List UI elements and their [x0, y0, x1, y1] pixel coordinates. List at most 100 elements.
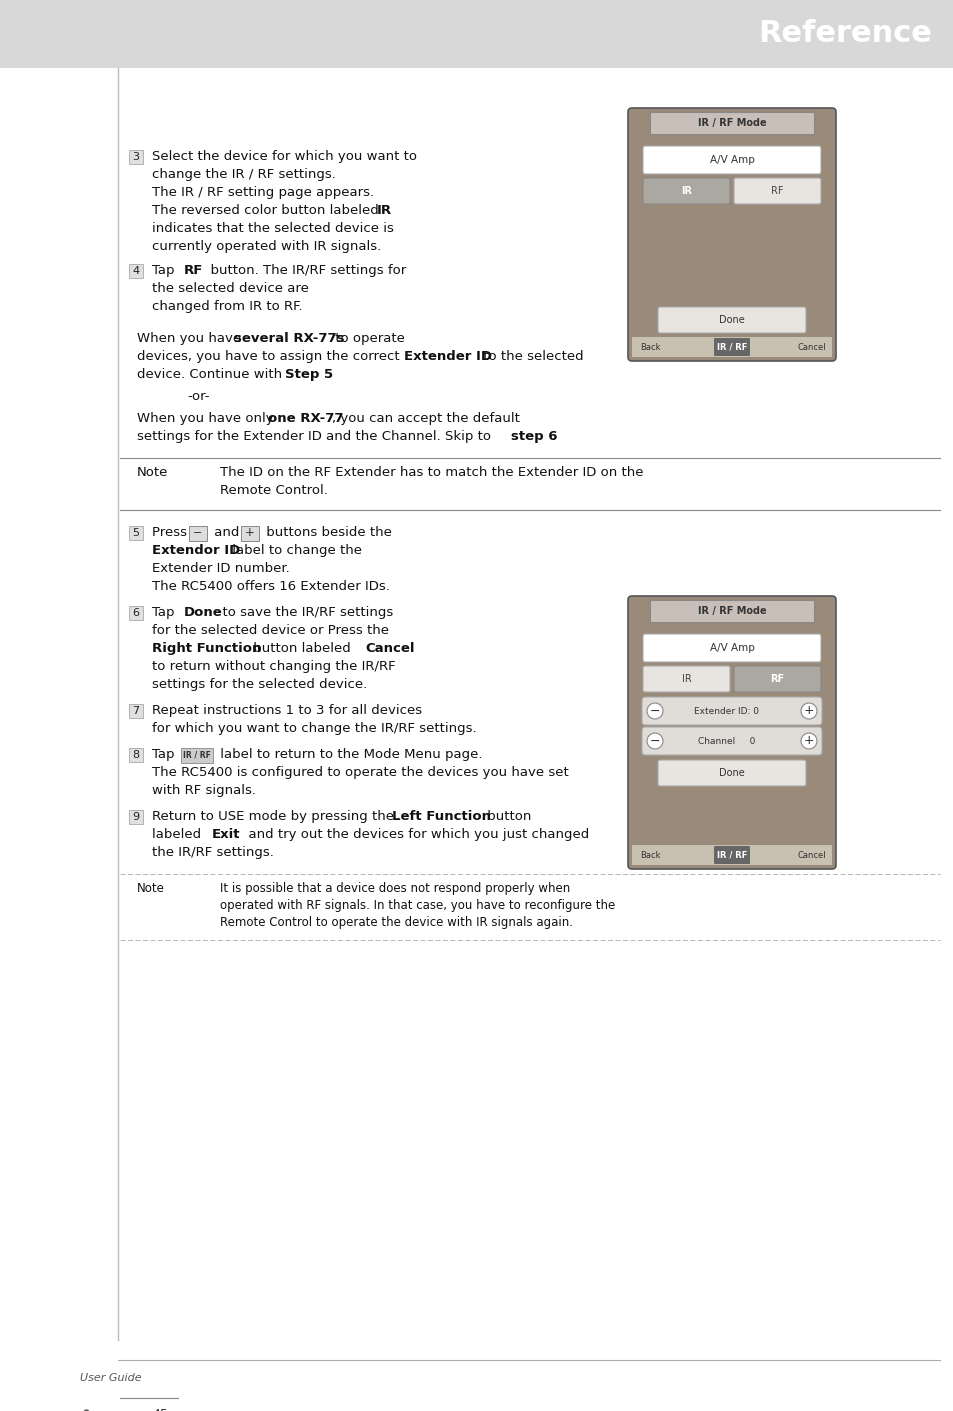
Text: Extender ID: 0: Extender ID: 0	[694, 707, 759, 715]
FancyBboxPatch shape	[658, 761, 805, 786]
Text: Remote Control to operate the device with IR signals again.: Remote Control to operate the device wit…	[220, 916, 573, 928]
Text: label to return to the Mode Menu page.: label to return to the Mode Menu page.	[215, 748, 482, 761]
Text: 6: 6	[132, 608, 139, 618]
Text: device. Continue with: device. Continue with	[137, 368, 286, 381]
Text: 8: 8	[132, 751, 139, 761]
FancyBboxPatch shape	[181, 748, 213, 763]
Text: When you have: When you have	[137, 332, 245, 346]
Bar	[649, 111, 813, 134]
Text: the selected device are: the selected device are	[152, 282, 309, 295]
Bar	[129, 150, 143, 164]
Text: Cancel: Cancel	[797, 851, 825, 859]
Bar	[631, 845, 831, 865]
FancyBboxPatch shape	[713, 847, 749, 864]
Text: devices, you have to assign the correct: devices, you have to assign the correct	[137, 350, 403, 363]
Text: several RX-77s: several RX-77s	[233, 332, 344, 346]
Text: Extender ID: Extender ID	[403, 350, 492, 363]
Circle shape	[801, 703, 816, 720]
Text: −: −	[649, 735, 659, 748]
FancyBboxPatch shape	[713, 339, 749, 356]
Text: −: −	[649, 704, 659, 718]
Text: indicates that the selected device is: indicates that the selected device is	[152, 222, 394, 236]
Text: The IR / RF setting page appears.: The IR / RF setting page appears.	[152, 186, 374, 199]
Text: button labeled: button labeled	[249, 642, 359, 655]
Text: to return without changing the IR/RF: to return without changing the IR/RF	[152, 660, 395, 673]
Bar	[649, 600, 813, 622]
Text: 5: 5	[132, 528, 139, 538]
Text: RF: RF	[770, 674, 783, 684]
Text: .: .	[552, 430, 556, 443]
Text: Done: Done	[719, 768, 744, 777]
Text: .: .	[327, 368, 331, 381]
FancyBboxPatch shape	[733, 666, 821, 691]
Text: button: button	[482, 810, 531, 823]
Text: labeled: labeled	[152, 828, 210, 841]
Text: Done: Done	[184, 605, 222, 619]
Bar	[631, 337, 831, 357]
Text: Back: Back	[639, 851, 659, 859]
FancyBboxPatch shape	[241, 526, 258, 540]
Text: and try out the devices for which you just changed: and try out the devices for which you ju…	[240, 828, 589, 841]
Text: −: −	[193, 528, 202, 538]
Text: The reversed color button labeled: The reversed color button labeled	[152, 205, 387, 217]
Text: Tap: Tap	[152, 264, 183, 277]
Text: 9: 9	[132, 811, 139, 823]
Text: settings for the Extender ID and the Channel. Skip to: settings for the Extender ID and the Cha…	[137, 430, 495, 443]
Text: the IR/RF settings.: the IR/RF settings.	[152, 847, 274, 859]
FancyBboxPatch shape	[642, 634, 821, 662]
Text: one RX-77: one RX-77	[268, 412, 343, 425]
Text: -or-: -or-	[187, 389, 210, 404]
Bar	[129, 748, 143, 762]
FancyBboxPatch shape	[189, 526, 207, 540]
Text: IR: IR	[376, 205, 392, 217]
Text: 3: 3	[132, 152, 139, 162]
FancyBboxPatch shape	[627, 109, 835, 361]
Text: The RC5400 offers 16 Extender IDs.: The RC5400 offers 16 Extender IDs.	[152, 580, 390, 593]
Text: with RF signals.: with RF signals.	[152, 785, 255, 797]
Text: buttons beside the: buttons beside the	[262, 526, 392, 539]
FancyBboxPatch shape	[641, 697, 821, 725]
Text: Done: Done	[719, 315, 744, 325]
Circle shape	[646, 732, 662, 749]
Text: Channel     0: Channel 0	[698, 737, 755, 745]
Text: changed from IR to RF.: changed from IR to RF.	[152, 301, 302, 313]
FancyBboxPatch shape	[642, 145, 821, 174]
Text: IR / RF: IR / RF	[716, 851, 746, 859]
Text: Back: Back	[639, 343, 659, 351]
Bar	[129, 810, 143, 824]
Text: for which you want to change the IR/RF settings.: for which you want to change the IR/RF s…	[152, 722, 476, 735]
Text: Extender ID number.: Extender ID number.	[152, 562, 290, 576]
FancyBboxPatch shape	[637, 151, 826, 351]
Text: IR: IR	[680, 674, 691, 684]
FancyBboxPatch shape	[642, 666, 729, 691]
Text: Remote Control.: Remote Control.	[220, 484, 328, 497]
Text: IR / RF Mode: IR / RF Mode	[697, 605, 765, 617]
Text: Select the device for which you want to: Select the device for which you want to	[152, 150, 416, 164]
Text: Step 5: Step 5	[285, 368, 333, 381]
FancyBboxPatch shape	[642, 178, 729, 205]
Text: Right Function: Right Function	[152, 642, 261, 655]
FancyBboxPatch shape	[627, 595, 835, 869]
Text: IR: IR	[680, 186, 691, 196]
Text: currently operated with IR signals.: currently operated with IR signals.	[152, 240, 381, 253]
Text: Press: Press	[152, 526, 191, 539]
Text: IR / RF: IR / RF	[183, 751, 211, 759]
Text: A/V Amp: A/V Amp	[709, 155, 754, 165]
Text: Note: Note	[137, 882, 165, 895]
Text: 4: 4	[132, 267, 139, 277]
Text: settings for the selected device.: settings for the selected device.	[152, 679, 367, 691]
Text: step 6: step 6	[511, 430, 557, 443]
Text: label to change the: label to change the	[228, 545, 361, 557]
Text: 45: 45	[152, 1408, 168, 1411]
Text: 7: 7	[132, 706, 139, 715]
Circle shape	[801, 732, 816, 749]
Text: When you have only: When you have only	[137, 412, 277, 425]
Text: to operate: to operate	[331, 332, 404, 346]
FancyBboxPatch shape	[641, 727, 821, 755]
Text: The RC5400 is configured to operate the devices you have set: The RC5400 is configured to operate the …	[152, 766, 568, 779]
Text: It is possible that a device does not respond properly when: It is possible that a device does not re…	[220, 882, 570, 895]
Circle shape	[646, 703, 662, 720]
Text: , you can accept the default: , you can accept the default	[332, 412, 519, 425]
FancyBboxPatch shape	[733, 178, 821, 205]
Text: Tap: Tap	[152, 605, 183, 619]
